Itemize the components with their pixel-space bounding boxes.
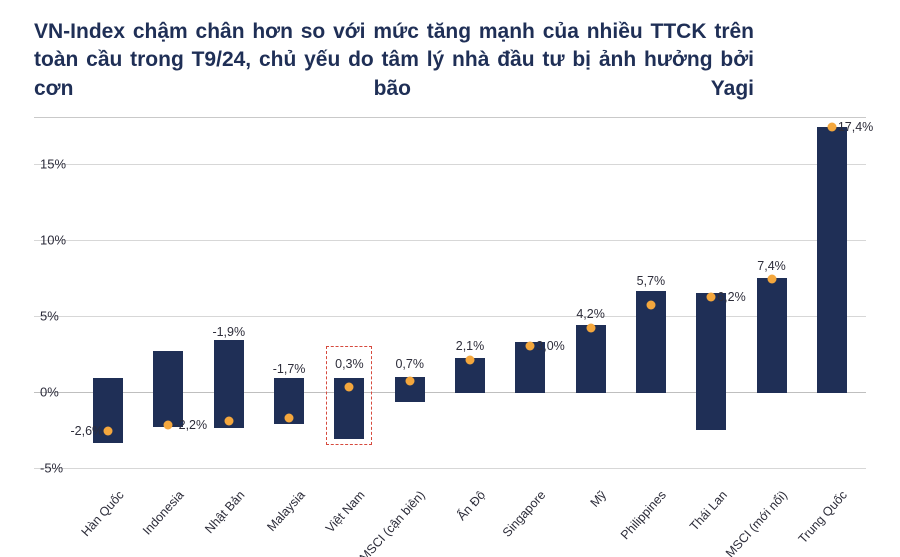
range-bar xyxy=(153,351,183,427)
category: 0,7%MSCI (cận biên) xyxy=(383,118,437,482)
category: 2,1%Ấn Độ xyxy=(443,118,497,482)
value-label: 2,1% xyxy=(456,339,485,353)
y-tick-label: 15% xyxy=(40,156,66,171)
category: -1,9%Nhật Bản xyxy=(202,118,256,482)
marker-dot xyxy=(164,421,173,430)
x-tick-label: Singapore xyxy=(500,488,549,540)
category: -2,6%Hàn Quốc xyxy=(81,118,135,482)
category: 6,2%Thái Lan xyxy=(684,118,738,482)
marker-dot xyxy=(104,427,113,436)
marker-dot xyxy=(707,293,716,302)
x-tick-label: Thái Lan xyxy=(687,488,730,534)
range-bar xyxy=(214,340,244,428)
marker-dot xyxy=(586,323,595,332)
x-tick-label: MSCI (mới nổi) xyxy=(723,488,790,557)
x-tick-label: Nhật Bản xyxy=(202,488,247,536)
category: 5,7%Philippines xyxy=(624,118,678,482)
x-tick-label: Philippines xyxy=(618,488,669,542)
range-bar xyxy=(576,325,606,393)
value-label: 6,2% xyxy=(717,290,746,304)
marker-dot xyxy=(827,123,836,132)
value-label: -1,7% xyxy=(273,362,306,376)
x-tick-label: Hàn Quốc xyxy=(78,488,126,539)
x-tick-label: Indonesia xyxy=(140,488,187,538)
value-label: 5,7% xyxy=(637,274,666,288)
x-tick-label: Trung Quốc xyxy=(796,488,850,546)
x-tick-label: Mỹ xyxy=(587,488,609,510)
marker-dot xyxy=(405,377,414,386)
chart-title: VN-Index chậm chân hơn so với mức tăng m… xyxy=(34,18,754,103)
value-label: 3,0% xyxy=(536,339,565,353)
category: -2,2%Indonesia xyxy=(141,118,195,482)
category: -1,7%Malaysia xyxy=(262,118,316,482)
y-tick-label: -5% xyxy=(40,460,63,475)
category: 7,4%MSCI (mới nổi) xyxy=(745,118,799,482)
marker-dot xyxy=(224,416,233,425)
chart-area: -5% 0% 5% 10% 15% -2,6%Hàn Quốc-2,2%Indonesi… xyxy=(34,117,866,482)
marker-dot xyxy=(526,342,535,351)
x-tick-label: Việt Nam xyxy=(323,488,368,535)
marker-dot xyxy=(646,301,655,310)
value-label: -2,6% xyxy=(70,424,103,438)
category: 3,0%Singapore xyxy=(503,118,557,482)
range-bar xyxy=(696,293,726,430)
y-tick-label: 10% xyxy=(40,232,66,247)
value-label: 4,2% xyxy=(576,307,605,321)
marker-dot xyxy=(767,275,776,284)
x-tick-label: Ấn Độ xyxy=(455,488,489,523)
category: 17,4%Trung Quốc xyxy=(805,118,859,482)
x-tick-label: MSCI (cận biên) xyxy=(357,488,428,557)
value-label: -1,9% xyxy=(212,325,245,339)
plot-area: -2,6%Hàn Quốc-2,2%Indonesia-1,9%Nhật Bản… xyxy=(78,118,862,482)
marker-dot xyxy=(466,355,475,364)
value-label: 0,7% xyxy=(395,357,424,371)
range-bar xyxy=(757,278,787,394)
value-label: 7,4% xyxy=(757,259,786,273)
category: 4,2%Mỹ xyxy=(564,118,618,482)
range-bar xyxy=(817,127,847,393)
value-label: 17,4% xyxy=(838,120,873,134)
marker-dot xyxy=(285,413,294,422)
highlight-box xyxy=(326,346,372,445)
y-tick-label: 0% xyxy=(40,384,59,399)
x-tick-label: Malaysia xyxy=(264,488,307,534)
y-tick-label: 5% xyxy=(40,308,59,323)
